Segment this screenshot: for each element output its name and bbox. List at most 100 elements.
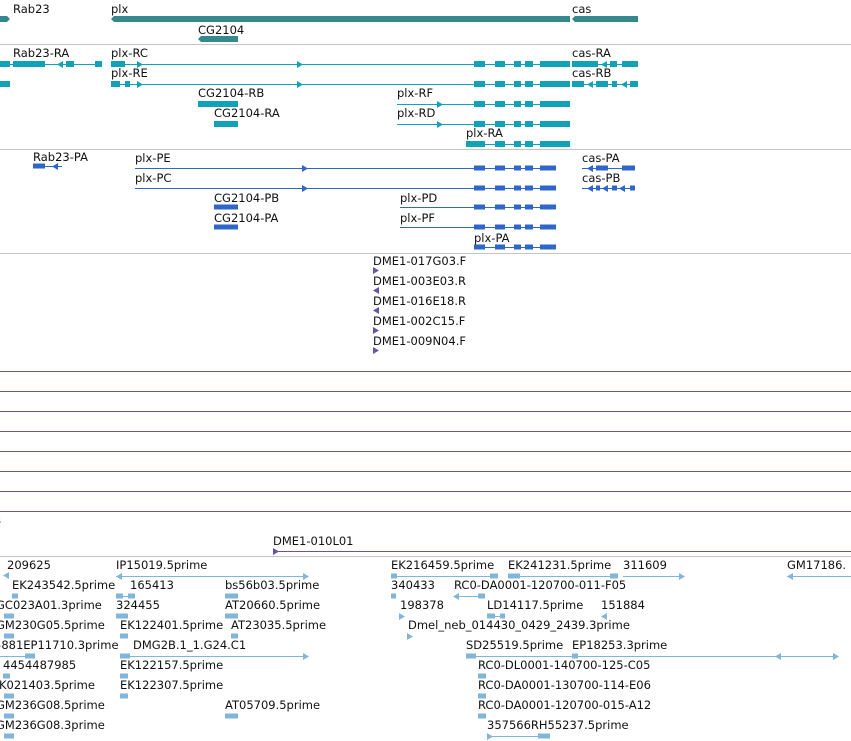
feature-glyph[interactable] (487, 733, 550, 740)
feature-label[interactable]: cas (572, 2, 592, 16)
feature-glyph[interactable] (582, 185, 635, 192)
feature-label[interactable]: DME1-010L01 (273, 534, 354, 548)
feature-glyph[interactable] (400, 204, 556, 210)
feature-glyph[interactable] (120, 653, 309, 660)
feature-glyph[interactable] (0, 653, 35, 659)
feature-label[interactable]: AT20660.5prime (225, 598, 321, 612)
feature-glyph[interactable] (373, 267, 379, 274)
feature-glyph[interactable] (231, 633, 238, 639)
feature-label[interactable]: LD14117.5prime (487, 598, 584, 612)
feature-label[interactable]: RC0-DA0001-120700-015-A12 (478, 698, 652, 712)
feature-label[interactable]: plx-PE (135, 151, 171, 165)
feature-glyph[interactable] (214, 224, 238, 230)
feature-glyph[interactable] (453, 593, 485, 600)
feature-label[interactable]: 151884 (601, 598, 645, 612)
feature-label[interactable]: K021403.5prime (0, 678, 95, 692)
feature-label[interactable]: GM236G08.3prime (0, 718, 105, 732)
feature-glyph[interactable] (572, 16, 638, 22)
feature-label[interactable]: RC0-DL0001-140700-125-C05 (478, 658, 651, 672)
feature-label[interactable]: cas-RA (572, 46, 611, 60)
feature-label[interactable]: EK243542.5prime (12, 578, 116, 592)
feature-glyph[interactable] (399, 613, 405, 620)
feature-glyph[interactable] (400, 224, 556, 230)
feature-label[interactable]: 4454487985 (3, 658, 77, 672)
feature-label[interactable]: EK216459.5prime (391, 558, 495, 572)
feature-glyph[interactable] (0, 81, 10, 87)
feature-glyph[interactable] (4, 733, 14, 739)
feature-glyph[interactable] (198, 36, 238, 42)
feature-label[interactable]: IP15019.5prime (116, 558, 208, 572)
feature-label[interactable]: EK241231.5prime (508, 558, 612, 572)
feature-label[interactable]: plx-PA (474, 231, 510, 245)
feature-glyph[interactable] (4, 713, 14, 719)
feature-label[interactable]: DME1-009N04.F (373, 334, 466, 348)
feature-glyph[interactable] (225, 613, 238, 619)
feature-label[interactable]: RC0-DA0001-130700-114-E06 (478, 678, 651, 692)
feature-glyph[interactable] (572, 61, 638, 68)
feature-glyph[interactable] (225, 593, 238, 599)
feature-label[interactable]: plx-RA (466, 126, 503, 140)
feature-glyph[interactable] (111, 81, 570, 88)
feature-label[interactable]: Dmel_neb_014430_0429_2439.3prime (408, 618, 630, 632)
feature-label[interactable]: GM17186. (787, 558, 847, 572)
feature-glyph[interactable] (273, 548, 851, 555)
feature-label[interactable]: RC0-DA0001-120700-011-F05 (454, 578, 627, 592)
feature-glyph[interactable] (0, 16, 10, 22)
feature-glyph[interactable] (3, 572, 9, 579)
feature-label[interactable]: plx-PC (135, 171, 172, 185)
feature-glyph[interactable] (120, 633, 128, 639)
feature-label[interactable]: AT23035.5prime (231, 618, 327, 632)
feature-glyph[interactable] (214, 204, 238, 210)
feature-glyph[interactable] (116, 613, 128, 619)
feature-label[interactable]: plx-RE (111, 66, 148, 80)
feature-label[interactable]: 165413 (130, 578, 174, 592)
feature-glyph[interactable] (135, 185, 556, 192)
feature-glyph[interactable] (391, 593, 396, 599)
feature-glyph[interactable] (111, 61, 570, 68)
feature-glyph[interactable] (4, 613, 14, 619)
feature-label[interactable]: CG2104 (198, 23, 245, 37)
feature-glyph[interactable] (487, 613, 505, 619)
feature-glyph[interactable] (0, 61, 102, 68)
feature-glyph[interactable] (787, 573, 851, 580)
feature-glyph[interactable] (4, 633, 14, 639)
feature-label[interactable]: 198378 (400, 598, 444, 612)
feature-glyph[interactable] (111, 16, 570, 22)
feature-glyph[interactable] (373, 327, 379, 334)
feature-glyph[interactable] (198, 101, 238, 107)
feature-label[interactable]: Rab23-RA (13, 46, 70, 60)
feature-label[interactable]: Rab23-PA (33, 150, 88, 164)
feature-label[interactable]: DMG2B.1_1.G24.C1 (133, 638, 247, 652)
feature-glyph[interactable] (373, 307, 379, 314)
feature-glyph[interactable] (120, 673, 128, 679)
feature-glyph[interactable] (225, 713, 238, 719)
feature-glyph[interactable] (214, 121, 238, 127)
feature-glyph[interactable] (623, 573, 685, 580)
feature-label[interactable]: CG2104-RA (214, 106, 280, 120)
feature-label[interactable]: AT05709.5prime (225, 698, 321, 712)
feature-glyph[interactable] (572, 81, 638, 88)
feature-glyph[interactable] (466, 653, 839, 660)
feature-label[interactable]: s (0, 513, 1, 527)
feature-glyph[interactable] (601, 613, 607, 620)
feature-label[interactable]: GC023A01.3prime (0, 598, 102, 612)
feature-label[interactable]: DME1-017G03.F (373, 254, 467, 268)
feature-label[interactable]: EK122157.5prime (120, 658, 224, 672)
feature-glyph[interactable] (12, 593, 18, 599)
feature-glyph[interactable] (474, 244, 556, 250)
feature-label[interactable]: EP18253.3prime (572, 638, 668, 652)
feature-glyph[interactable] (391, 573, 498, 579)
feature-label[interactable]: CG2104-RB (198, 86, 265, 100)
feature-label[interactable]: plx-PF (400, 211, 435, 225)
feature-label[interactable]: 5881EP11710.3prime (0, 638, 119, 652)
feature-label[interactable]: CG2104-PA (214, 211, 279, 225)
feature-label[interactable]: GM230G05.5prime (0, 618, 105, 632)
feature-glyph[interactable] (397, 121, 570, 128)
feature-glyph[interactable] (407, 633, 413, 640)
feature-label[interactable]: plx-RC (111, 46, 148, 60)
feature-glyph[interactable] (478, 673, 486, 679)
feature-label[interactable]: EK122401.5prime (120, 618, 224, 632)
feature-label[interactable]: plx-PD (400, 191, 438, 205)
feature-glyph[interactable] (3, 673, 10, 679)
feature-label[interactable]: plx (111, 2, 129, 16)
